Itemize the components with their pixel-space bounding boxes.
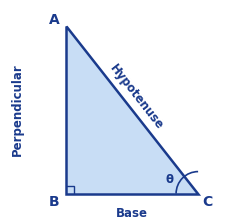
Text: C: C bbox=[202, 195, 212, 209]
Polygon shape bbox=[66, 26, 198, 194]
Text: B: B bbox=[49, 195, 59, 209]
Text: A: A bbox=[49, 13, 59, 27]
Text: Base: Base bbox=[116, 207, 148, 220]
Text: Perpendicular: Perpendicular bbox=[11, 64, 24, 156]
Text: θ: θ bbox=[166, 173, 174, 186]
Text: Hypotenuse: Hypotenuse bbox=[107, 62, 166, 132]
